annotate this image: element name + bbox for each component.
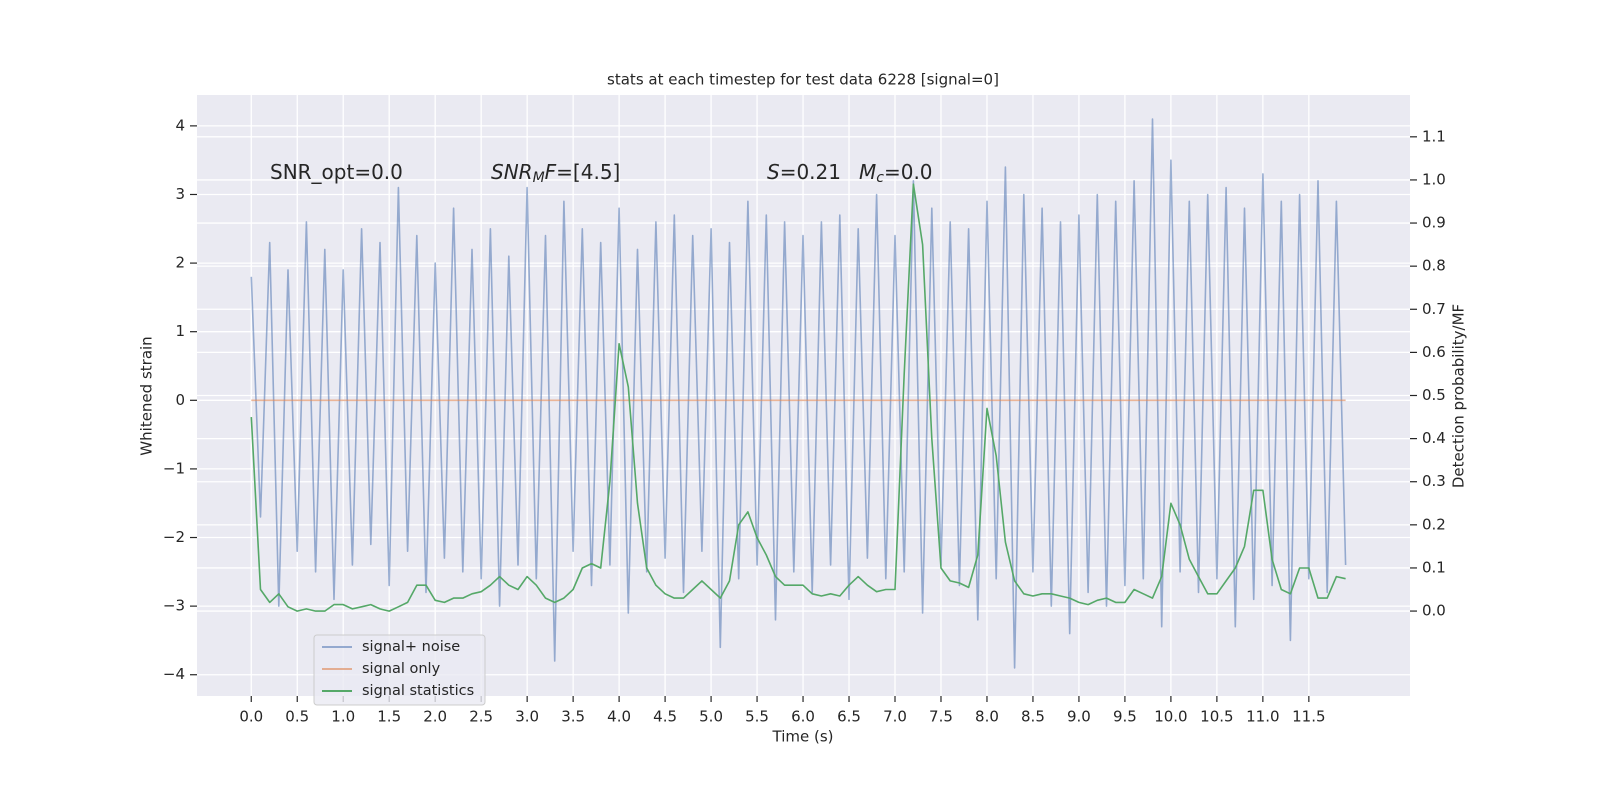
x-tick-label: 0.5 [285, 708, 309, 726]
annotation-part: M [859, 160, 876, 184]
y2-tick-label: 0.6 [1422, 343, 1446, 361]
y2-tick-label: 1.0 [1422, 170, 1446, 188]
x-axis-label: Time (s) [772, 728, 834, 746]
y2-tick-label: 0.2 [1422, 515, 1446, 533]
labels: 0.0 0.5 1.0 1.5 2.0 2.5 3.0 3.5 4.0 4.5 5.0 5.5 6.0 6… [163, 116, 1446, 725]
annotation-part: =0.0 [884, 160, 933, 184]
y2-axis-label: Detection probability/MF [1450, 304, 1468, 488]
y2-tick-label: 0.3 [1422, 472, 1446, 490]
chart-title: stats at each timestep for test data 622… [607, 71, 999, 89]
x-tick-label: 2.0 [423, 708, 447, 726]
y2-tick-label: 0.7 [1422, 300, 1446, 318]
y-axis-label: Whitened strain [138, 336, 156, 455]
annotation-part: F [545, 160, 557, 184]
x-tick-label: 6.5 [837, 708, 861, 726]
x-tick-label: 5.5 [745, 708, 769, 726]
annotation: Mc=0.0 [859, 160, 933, 187]
series-line [250, 118, 1347, 669]
annotation-part: SNR [491, 160, 533, 184]
y-tick-label: −4 [163, 665, 185, 683]
x-tick-label: 0.0 [239, 708, 263, 726]
annotation-part: =[4.5] [556, 160, 620, 184]
annotation-part: c [876, 170, 884, 186]
annotation: SNRMF=[4.5] [491, 160, 620, 187]
y-tick-label: −2 [163, 528, 185, 546]
annotation: SNR_opt=0.0 [270, 160, 403, 184]
legend-label: signal only [362, 661, 441, 677]
annotation-part: SNR_opt=0.0 [270, 160, 403, 184]
y-tick-label: 2 [175, 254, 185, 272]
x-tick-label: 6.0 [791, 708, 815, 726]
x-tick-label: 8.0 [975, 708, 999, 726]
annotation-part: S [767, 160, 780, 184]
x-tick-label: 7.5 [929, 708, 953, 726]
y-tick-label: 0 [175, 391, 185, 409]
x-tick-label: 4.5 [653, 708, 677, 726]
y2-tick-label: 0.5 [1422, 386, 1446, 404]
x-tick-label: 9.5 [1113, 708, 1137, 726]
series-line [250, 183, 1346, 612]
legend-label: signal+ noise [362, 639, 460, 655]
annotation: S=0.21 [767, 160, 841, 184]
x-tick-label: 2.5 [469, 708, 493, 726]
x-tick-label: 11.0 [1246, 708, 1279, 726]
x-tick-label: 4.0 [607, 708, 631, 726]
y2-tick-label: 0.4 [1422, 429, 1446, 447]
x-tick-label: 10.0 [1154, 708, 1187, 726]
x-tick-label: 8.5 [1021, 708, 1045, 726]
x-tick-label: 9.0 [1067, 708, 1091, 726]
y2-tick-label: 0.9 [1422, 214, 1446, 232]
x-tick-label: 10.5 [1200, 708, 1233, 726]
x-tick-label: 1.5 [377, 708, 401, 726]
y-tick-label: −3 [163, 597, 185, 615]
x-tick-label: 1.0 [331, 708, 355, 726]
x-tick-label: 3.5 [561, 708, 585, 726]
grid [197, 95, 1410, 696]
y-tick-label: −1 [163, 459, 185, 477]
marks [250, 118, 1347, 669]
x-tick-label: 7.0 [883, 708, 907, 726]
annotation-part: =0.21 [780, 160, 841, 184]
annotation-part: M [533, 170, 545, 186]
y-tick-label: 1 [175, 322, 185, 340]
y2-tick-label: 0.0 [1422, 602, 1446, 620]
y-tick-label: 3 [175, 185, 185, 203]
x-tick-label: 3.0 [515, 708, 539, 726]
x-tick-label: 5.0 [699, 708, 723, 726]
legend-box [313, 634, 486, 706]
legend-label: signal statistics [362, 683, 474, 699]
x-tick-label: 11.5 [1292, 708, 1325, 726]
y2-tick-label: 0.8 [1422, 257, 1446, 275]
y-tick-label: 4 [175, 116, 185, 134]
y2-tick-label: 0.1 [1422, 558, 1446, 576]
y2-tick-label: 1.1 [1422, 127, 1446, 145]
